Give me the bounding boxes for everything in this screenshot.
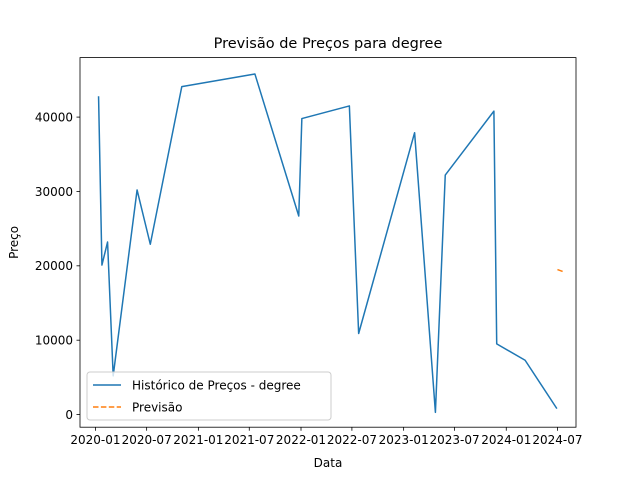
legend-label-forecast: Previsão: [132, 401, 182, 415]
x-tick-label: 2023-07: [429, 433, 479, 447]
y-tick-label: 0: [65, 408, 73, 422]
x-tick-label: 2021-01: [173, 433, 223, 447]
y-tick-label: 40000: [35, 110, 73, 124]
x-tick-label: 2024-01: [481, 433, 531, 447]
legend: Histórico de Preços - degree Previsão: [86, 371, 332, 421]
x-tick-label: 2022-01: [276, 433, 326, 447]
x-tick-label: 2021-07: [224, 433, 274, 447]
x-tick-label: 2023-01: [379, 433, 429, 447]
y-axis-ticks: 0 10000 20000 30000 40000: [35, 110, 80, 422]
plot-frame: [79, 57, 577, 428]
x-axis-label: Data: [314, 456, 343, 470]
y-tick-label: 30000: [35, 185, 73, 199]
legend-box: [86, 371, 332, 421]
y-axis-label: Preço: [7, 226, 21, 259]
x-tick-label: 2020-07: [122, 433, 172, 447]
y-tick-label: 20000: [35, 259, 73, 273]
series-line-forecast: [557, 268, 564, 273]
x-tick-label: 2022-07: [327, 433, 377, 447]
x-axis-ticks: 2020-01 2020-07 2021-01 2021-07 2022-01 2022-…: [70, 427, 583, 447]
chart-title: Previsão de Preços para degree: [214, 36, 443, 52]
x-tick-label: 2024-07: [532, 433, 582, 447]
x-tick-label: 2020-01: [70, 433, 120, 447]
legend-label-history: Histórico de Preços - degree: [132, 379, 301, 393]
y-tick-label: 10000: [35, 333, 73, 347]
